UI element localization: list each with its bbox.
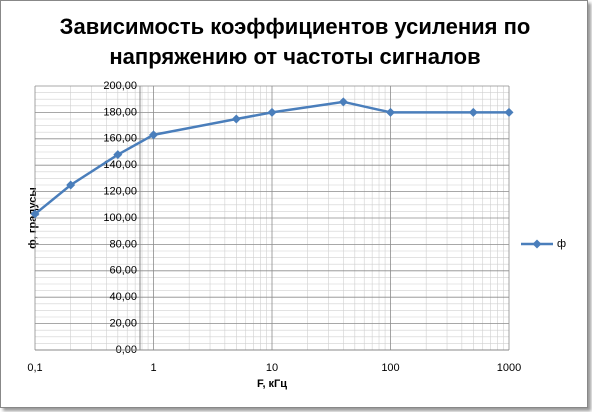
y-axis-label: ф, градусы [27, 187, 39, 249]
marker [66, 180, 76, 190]
chart-title: Зависимость коэффициентов усиления по на… [59, 14, 531, 69]
x-tick-label: 1 [150, 362, 156, 374]
y-tick-label: 200,00 [103, 80, 137, 92]
marker [149, 130, 158, 140]
y-tick-label: 140,00 [103, 159, 137, 171]
marker [504, 107, 514, 117]
marker [231, 114, 241, 124]
y-tick-label: 60,00 [109, 265, 137, 277]
marker [386, 107, 395, 117]
marker [30, 209, 40, 219]
marker [338, 97, 348, 107]
legend-label: ф [557, 238, 566, 250]
y-tick-label: 80,00 [109, 238, 137, 250]
marker [267, 107, 277, 117]
x-tick-label: 10 [266, 362, 278, 374]
marker [468, 107, 478, 117]
y-tick-label: 20,00 [109, 318, 137, 330]
y-tick-label: 120,00 [103, 186, 137, 198]
y-tick-label: 40,00 [109, 291, 137, 303]
x-axis-label: F, кГц [257, 378, 287, 390]
x-tick-label: 0,1 [27, 362, 42, 374]
line [34, 100, 509, 216]
y-tick-label: 100,00 [103, 212, 137, 224]
y-tick-label: 180,00 [103, 106, 137, 118]
marker [532, 239, 542, 249]
y-tick-label: 160,00 [103, 133, 137, 145]
marker [113, 150, 123, 160]
x-tick-label: 100 [381, 362, 399, 374]
x-tick-label: 1000 [497, 362, 521, 374]
